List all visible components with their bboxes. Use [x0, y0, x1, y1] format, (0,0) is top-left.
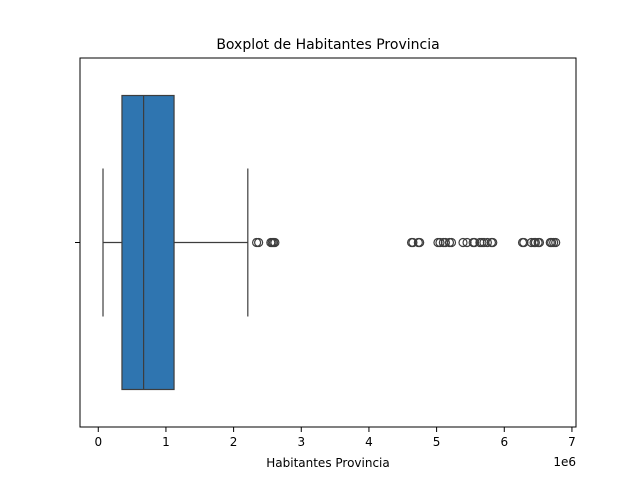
- outlier-point: [435, 237, 445, 248]
- outlier-point: [446, 237, 457, 248]
- outlier-point: [270, 237, 280, 248]
- outlier-point: [551, 237, 561, 248]
- x-tick-label: 4: [365, 435, 373, 449]
- x-tick-label: 0: [94, 435, 102, 449]
- x-tick-label: 5: [433, 435, 441, 449]
- outlier-point: [458, 237, 468, 248]
- plot-area: [102, 94, 561, 391]
- x-axis-offset-label: 1e6: [553, 455, 576, 469]
- outlier-point: [415, 237, 425, 248]
- outlier-point: [440, 237, 451, 248]
- x-axis: 0 1 2 3 4 5 6 7: [94, 427, 576, 449]
- x-tick-label: 3: [297, 435, 305, 449]
- iqr-box: [121, 94, 175, 391]
- outlier-point: [482, 237, 492, 248]
- outlier-point: [530, 237, 540, 248]
- x-tick-label: 1: [162, 435, 170, 449]
- x-tick-label: 6: [500, 435, 508, 449]
- outlier-point: [488, 237, 498, 248]
- outlier-point: [408, 237, 418, 248]
- x-axis-label: Habitantes Provincia: [266, 456, 390, 470]
- outlier-point: [534, 237, 545, 248]
- x-tick-label: 2: [230, 435, 238, 449]
- chart-title: Boxplot de Habitantes Provincia: [216, 37, 439, 53]
- x-tick-label: 7: [568, 435, 576, 449]
- outlier-point: [254, 237, 264, 248]
